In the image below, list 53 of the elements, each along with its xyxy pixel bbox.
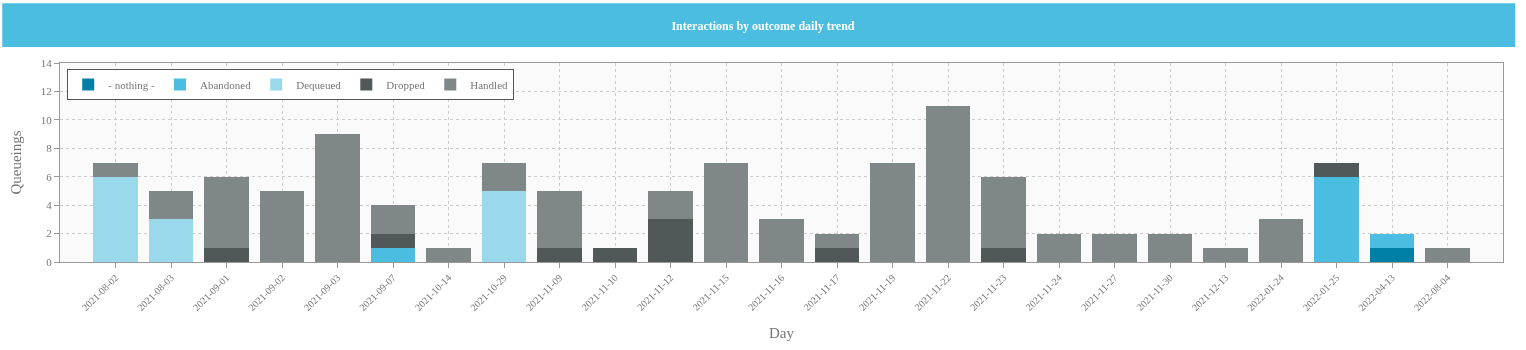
bar — [1425, 247, 1470, 262]
legend-label: - nothing - — [108, 78, 155, 91]
y-tick-label: 8 — [46, 142, 53, 155]
bar — [1036, 233, 1082, 262]
bar — [1314, 176, 1359, 262]
bar — [1203, 247, 1248, 262]
bar — [925, 105, 971, 262]
bar — [481, 190, 527, 262]
bar — [648, 219, 693, 262]
bar — [592, 247, 638, 262]
y-tick-label: 0 — [46, 255, 53, 268]
bar — [148, 190, 194, 220]
bar — [870, 162, 915, 262]
chart-title: Interactions by outcome daily trend — [671, 19, 855, 34]
bar — [315, 134, 360, 262]
bar — [648, 190, 693, 220]
bar — [981, 247, 1026, 262]
bar — [370, 247, 416, 262]
bar — [204, 247, 249, 262]
bar — [981, 176, 1026, 248]
bar — [426, 247, 471, 262]
y-tick-label: 12 — [40, 85, 52, 98]
bar — [259, 190, 305, 262]
bar — [759, 219, 804, 262]
bar — [370, 205, 416, 234]
bar — [93, 176, 138, 262]
y-tick-label: 14 — [40, 56, 53, 69]
bar — [814, 233, 860, 248]
bar — [1314, 162, 1359, 177]
legend-label: Dequeued — [296, 78, 342, 91]
bar — [370, 233, 416, 248]
bar — [1092, 233, 1137, 262]
y-tick-label: 6 — [46, 170, 53, 183]
bar — [537, 247, 582, 262]
bar — [1369, 247, 1415, 262]
y-tick-label: 10 — [40, 113, 53, 126]
y-axis-title: Queueings — [8, 130, 25, 195]
legend-label: Abandoned — [199, 78, 252, 91]
bar — [814, 247, 860, 262]
bar — [537, 190, 582, 248]
y-tick-label: 2 — [46, 227, 52, 240]
x-axis-title: Day — [769, 324, 795, 341]
bar — [148, 219, 194, 262]
bar — [1369, 233, 1415, 248]
y-tick-label: 4 — [46, 198, 53, 211]
legend-label: Dropped — [386, 78, 426, 91]
bar — [481, 162, 527, 191]
bar — [703, 162, 749, 262]
bar — [204, 176, 249, 248]
bar — [1147, 233, 1193, 262]
bar — [1258, 219, 1304, 262]
legend-label: Handled — [470, 78, 509, 91]
bar — [93, 162, 138, 177]
